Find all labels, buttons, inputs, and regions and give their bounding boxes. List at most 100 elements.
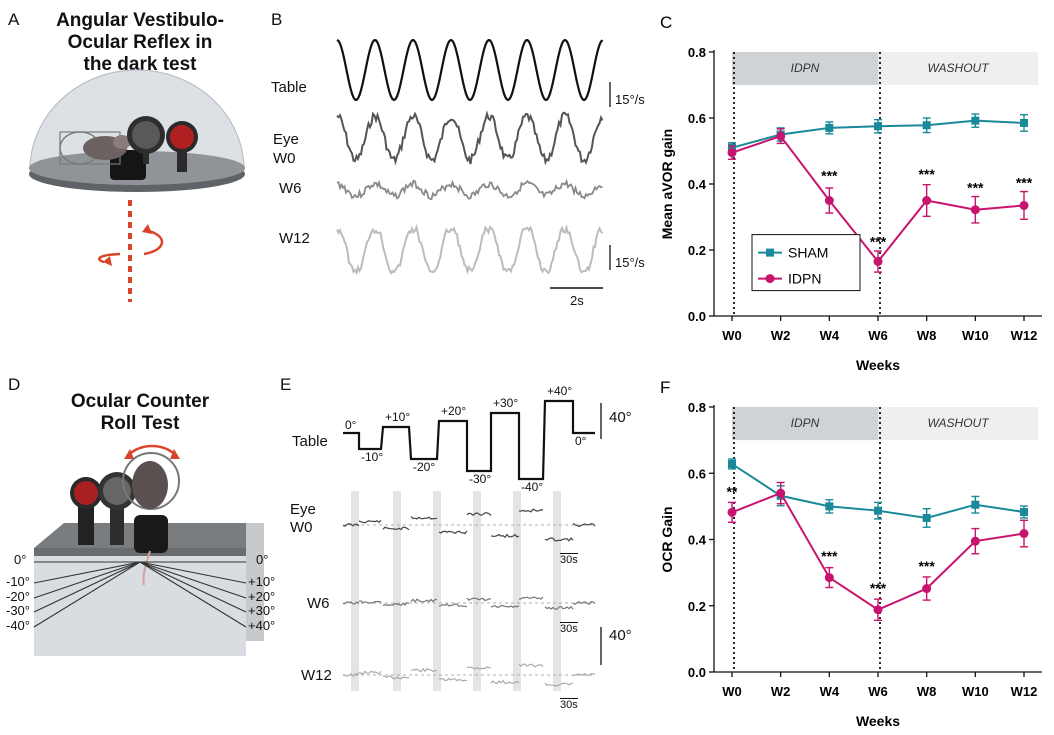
d-left-angle-10: -10° (6, 574, 30, 589)
significance-2: *** (870, 580, 887, 596)
e-eye-trace-1 (342, 596, 596, 610)
x-tick-label-3: W6 (868, 684, 888, 699)
ocr-right-line-3 (139, 561, 247, 613)
ocr-left-line-3 (33, 561, 141, 613)
y-tick-label-4: 0.8 (688, 45, 706, 60)
phase-label-idpn: IDPN (791, 416, 820, 430)
y-tick-label-1: 0.2 (688, 243, 706, 258)
d-right-angle-30: +30° (248, 603, 276, 618)
significance-4: *** (1016, 174, 1033, 190)
b-label-w0: W0 (273, 150, 296, 167)
x-tick-label-5: W10 (962, 328, 989, 343)
b-trace-w6 (336, 178, 603, 201)
point-sham-6 (1020, 118, 1028, 127)
panel-e: E 0° -10° +10° -20° +20° -30° +30° -40° +40° 0° T… (280, 365, 650, 725)
x-axis-label: Weeks (856, 713, 900, 729)
point-idpn-0 (727, 148, 737, 158)
point-idpn-6 (1019, 200, 1029, 210)
panel-letter-d: D (8, 375, 21, 394)
panel-d-title: Ocular Counter Roll Test (40, 391, 240, 435)
e-label-w0: W0 (290, 519, 313, 536)
d-right-angle-40: +40° (248, 618, 276, 633)
chart-letter: C (660, 13, 672, 32)
ocr-left-line-2 (33, 561, 141, 599)
e-table-staircase (343, 399, 595, 481)
panel-a: A Angular Vestibulo- Ocular Reflex in th… (0, 0, 270, 340)
panel-d-title-line-1: Ocular Counter (70, 391, 210, 412)
y-axis-label: OCR Gain (659, 506, 675, 572)
e-label-w6: W6 (307, 595, 330, 612)
point-idpn-5 (970, 536, 980, 546)
phase-label-washout: WASHOUT (927, 416, 990, 430)
e-grey-band-2 (433, 491, 441, 691)
y-tick-label-4: 0.8 (688, 400, 706, 415)
b-scale-top: 15°/s (615, 92, 645, 107)
legend-marker-sham (766, 248, 774, 257)
y-tick-label-0: 0.0 (688, 665, 706, 680)
b-scale-bottom: 15°/s (615, 255, 645, 270)
y-axis-label: Mean aVOR gain (659, 129, 675, 239)
e-grey-bands (351, 491, 561, 691)
y-tick-label-2: 0.4 (688, 177, 707, 192)
e-eye-label: Eye (290, 501, 316, 518)
panel-letter-e: E (280, 375, 292, 394)
significance-3: *** (918, 558, 935, 574)
b-label-w12: W12 (279, 230, 310, 247)
e-step-label-9: 0° (575, 434, 587, 448)
e-step-label-2: +10° (385, 410, 411, 424)
point-sham-4 (922, 121, 931, 130)
e-grey-band-5 (553, 491, 561, 691)
ocr-left-line-4 (33, 561, 141, 628)
point-sham-4 (922, 513, 931, 522)
e-step-label-7: -40° (521, 480, 544, 494)
significance-0: ** (727, 483, 738, 499)
d-left-angle-30: -30° (6, 603, 30, 618)
d-right-angle-10: +10° (248, 574, 276, 589)
d-left-angle-0: 0° (14, 552, 27, 567)
significance-0: *** (821, 168, 838, 184)
e-time-scale-2: 30s (560, 622, 578, 635)
x-tick-label-0: W0 (722, 328, 742, 343)
x-tick-label-2: W4 (820, 684, 840, 699)
e-time-scale-3: 30s (560, 698, 578, 711)
x-tick-label-6: W12 (1011, 684, 1038, 699)
phase-label-washout: WASHOUT (927, 61, 990, 75)
e-step-label-4: +20° (441, 404, 467, 418)
panel-f: F IDPN WASHOUT 0.0 0.2 0.4 0.6 0.8 W0 W2 W4 W6 W8 W10… (650, 365, 1054, 730)
phase-band-washout (878, 407, 1038, 441)
ocr-setup-illustration (33, 444, 264, 656)
d-left-angle-40: -40° (6, 618, 30, 633)
e-step-label-8: +40° (547, 384, 573, 398)
x-axis-label: Weeks (856, 357, 900, 370)
e-grey-band-1 (393, 491, 401, 691)
point-idpn-3 (873, 257, 883, 267)
e-label-w12: W12 (301, 667, 332, 684)
e-grey-band-3 (473, 491, 481, 691)
e-grey-band-4 (513, 491, 521, 691)
phase-band-idpn (732, 52, 878, 85)
legend-marker-idpn (765, 274, 775, 284)
ocr-angle-lines (33, 561, 247, 628)
e-step-label-3: -20° (413, 460, 436, 474)
panel-a-title: Angular Vestibulo- Ocular Reflex in the … (30, 10, 250, 76)
panel-c: C IDPN WASHOUT 0.0 0.2 0.4 0.6 0.8 W0 W2 W4 W6 W8 W10… (650, 0, 1054, 373)
significance-3: *** (967, 179, 984, 195)
x-tick-label-1: W2 (771, 684, 791, 699)
legend-label-sham: SHAM (788, 245, 828, 261)
point-idpn-4 (922, 584, 932, 594)
b-trace-w0 (336, 110, 604, 166)
y-tick-label-3: 0.6 (688, 466, 706, 481)
e-table-label: Table (292, 433, 328, 450)
panel-d: D Ocular Counter Roll Test 0° -10° -20° … (0, 365, 280, 665)
e-scale-bottom: 40° (609, 627, 632, 644)
e-step-label-1: -10° (361, 450, 384, 464)
b-time-scale: 2s (570, 293, 584, 308)
point-sham-3 (874, 506, 882, 515)
point-idpn-5 (970, 205, 980, 215)
e-eye-trace-2 (342, 663, 596, 687)
significance-1: *** (821, 548, 838, 564)
point-idpn-2 (824, 196, 834, 205)
e-scale-top: 40° (609, 409, 632, 426)
e-step-label-0: 0° (345, 418, 357, 432)
avor-setup-illustration (29, 69, 245, 302)
